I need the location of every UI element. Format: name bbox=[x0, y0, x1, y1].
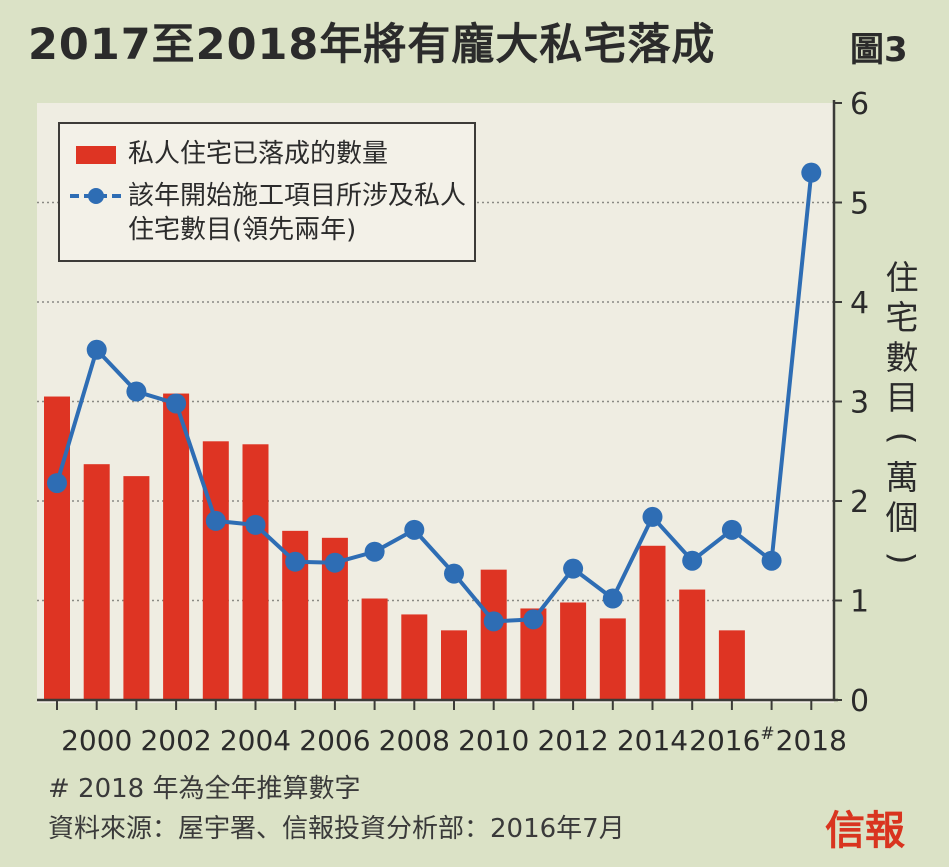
line-point-2011 bbox=[523, 609, 544, 630]
line-point-2014 bbox=[642, 506, 663, 527]
bar-2004 bbox=[242, 444, 269, 700]
bar-2001 bbox=[123, 476, 150, 700]
bar-2007 bbox=[361, 598, 388, 700]
legend: 私人住宅已落成的數量 該年開始施工項目所涉及私人住宅數目(領先兩年) bbox=[58, 122, 476, 262]
y-axis-label-char: 宅 bbox=[885, 298, 919, 337]
x-tick-label-2000: 2000 bbox=[61, 724, 132, 757]
line-point-2012 bbox=[563, 558, 584, 579]
line-point-2009 bbox=[444, 563, 464, 584]
chart-title: 2017至2018年將有龐大私宅落成 bbox=[28, 20, 716, 70]
line-point-2010 bbox=[483, 611, 504, 632]
x-tick-label-2006: 2006 bbox=[299, 724, 370, 757]
y-tick-label-0: 0 bbox=[850, 684, 869, 719]
bar-2000 bbox=[83, 464, 110, 700]
bar-1999 bbox=[44, 396, 70, 700]
x-tick-label-2002: 2002 bbox=[140, 724, 211, 757]
line-point-1999 bbox=[47, 473, 67, 494]
x-tick-label-2008: 2008 bbox=[379, 724, 450, 757]
bar-2014 bbox=[639, 545, 666, 700]
bar-2015 bbox=[679, 589, 706, 700]
line-point-2016 bbox=[721, 519, 742, 540]
axes bbox=[37, 100, 842, 710]
line-series bbox=[47, 162, 822, 632]
line-point-2005 bbox=[285, 551, 306, 572]
legend-line-swatch bbox=[70, 188, 122, 204]
x-tick-label-2010: 2010 bbox=[458, 724, 529, 757]
y-axis-label-char: ) bbox=[883, 551, 922, 565]
line-point-2017 bbox=[761, 550, 782, 571]
footnote: # 2018 年為全年推算數字 bbox=[48, 774, 361, 804]
line-point-2006 bbox=[324, 552, 345, 573]
y-axis-label-char: 萬 bbox=[885, 458, 919, 497]
y-axis-label-char: 個 bbox=[885, 498, 919, 537]
bar-2013 bbox=[599, 618, 626, 700]
x-tick-label-2016: 2016# bbox=[689, 724, 775, 757]
line-point-2008 bbox=[404, 519, 425, 540]
line-point-2013 bbox=[602, 588, 623, 609]
y-tick-label-5: 5 bbox=[850, 187, 869, 222]
line-point-2003 bbox=[205, 510, 226, 531]
y-axis-label-char: ( bbox=[883, 431, 922, 445]
grid-lines bbox=[37, 201, 834, 602]
line-point-2000 bbox=[86, 339, 107, 360]
legend-label-bars: 私人住宅已落成的數量 bbox=[128, 139, 389, 169]
bar-2016 bbox=[718, 630, 745, 700]
x-tick-label-2014: 2014 bbox=[617, 724, 688, 757]
x-tick-label-2018: 2018 bbox=[776, 724, 847, 757]
x-tick-label-2004: 2004 bbox=[220, 724, 291, 757]
y-tick-label-4: 4 bbox=[850, 286, 869, 321]
figure-number: 圖3 bbox=[850, 30, 908, 70]
bar-2002 bbox=[163, 393, 190, 700]
bar-2009 bbox=[441, 630, 467, 700]
y-axis-label-char: 住 bbox=[885, 258, 919, 297]
y-tick-label-6: 6 bbox=[850, 87, 869, 122]
bar-2003 bbox=[202, 441, 229, 700]
line-point-2018 bbox=[801, 162, 822, 183]
y-axis-label: 住宅數目 ( 萬個) bbox=[880, 258, 924, 578]
line-point-2002 bbox=[166, 393, 187, 414]
y-axis-label-char: 目 bbox=[885, 378, 919, 417]
legend-label-line: 該年開始施工項目所涉及私人住宅數目(領先兩年) bbox=[128, 181, 467, 245]
line-point-2004 bbox=[245, 514, 266, 535]
y-tick-label-2: 2 bbox=[850, 485, 869, 520]
publisher-logo: 信報 bbox=[825, 807, 905, 854]
x-tick-label-2012: 2012 bbox=[537, 724, 608, 757]
bar-2008 bbox=[401, 614, 428, 700]
line-point-2001 bbox=[126, 381, 147, 402]
line-point-2007 bbox=[364, 541, 385, 562]
source-note: 資料來源：屋宇署、信報投資分析部：2016年7月 bbox=[48, 814, 625, 844]
line-point-2015 bbox=[682, 550, 703, 571]
legend-bar-swatch bbox=[76, 146, 116, 164]
y-axis-label-char: 數 bbox=[885, 338, 919, 377]
bar-2012 bbox=[560, 602, 587, 700]
bar-2010 bbox=[480, 569, 507, 700]
y-tick-label-3: 3 bbox=[850, 386, 869, 421]
y-tick-label-1: 1 bbox=[850, 585, 869, 620]
